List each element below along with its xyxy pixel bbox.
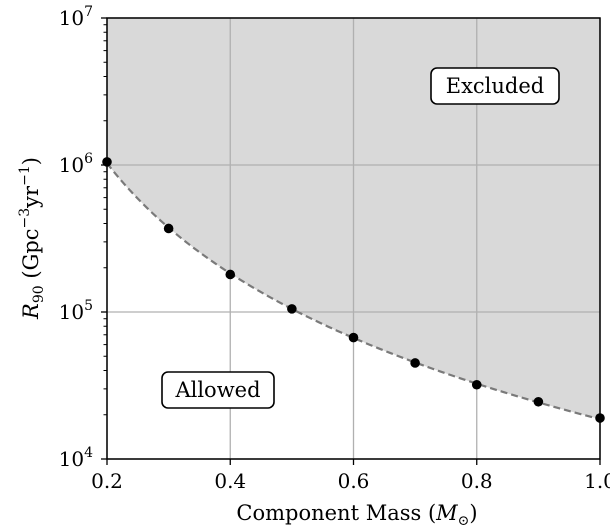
- annotation-allowed: Allowed: [161, 371, 275, 409]
- y-tick-label-1: 105: [59, 298, 93, 324]
- x-axis-ticks: 0.2 0.4 0.6 0.8 1.0: [91, 459, 610, 493]
- annotation-excluded-text: Excluded: [446, 74, 545, 98]
- x-axis-label-text: Component Mass: [236, 501, 421, 525]
- annotation-allowed-text: Allowed: [174, 378, 260, 402]
- y-axis-label-symbol: R: [19, 303, 43, 320]
- y-axis-ticks: 104 105 106 107: [59, 4, 107, 471]
- y-axis-label-unit-exp1: −3: [17, 208, 33, 229]
- x-tick-label-1: 0.4: [214, 469, 246, 493]
- data-point-7: [533, 396, 544, 407]
- y-tick-label-0: 104: [59, 445, 93, 471]
- data-point-2: [225, 269, 236, 280]
- x-tick-label-0: 0.2: [91, 469, 123, 493]
- data-point-6: [471, 379, 482, 390]
- x-axis-label-unit-sub: ⊙: [458, 513, 470, 529]
- x-tick-label-4: 1.0: [584, 469, 610, 493]
- data-point-3: [287, 304, 297, 314]
- x-tick-label-3: 0.8: [461, 469, 493, 493]
- y-axis-label-unit-mid: yr: [19, 185, 43, 209]
- y-axis-label: R90 (Gpc−3yr−1): [17, 157, 47, 320]
- annotation-excluded: Excluded: [430, 67, 560, 105]
- x-axis-label: Component Mass (M⊙): [236, 501, 477, 529]
- x-tick-label-2: 0.6: [338, 469, 370, 493]
- y-axis-label-unit-exp2: −1: [17, 165, 33, 186]
- fit-line: [106, 162, 601, 421]
- y-tick-label-2: 106: [59, 151, 93, 177]
- x-axis-label-unit: M: [435, 501, 458, 525]
- data-point-1: [163, 223, 174, 234]
- y-axis-label-sub: 90: [31, 285, 47, 303]
- fit-curve: [106, 162, 601, 421]
- y-axis-label-unit: Gpc: [19, 228, 43, 270]
- data-point-5: [410, 358, 420, 368]
- y-tick-label-3: 107: [59, 4, 93, 30]
- data-point-4: [348, 332, 359, 343]
